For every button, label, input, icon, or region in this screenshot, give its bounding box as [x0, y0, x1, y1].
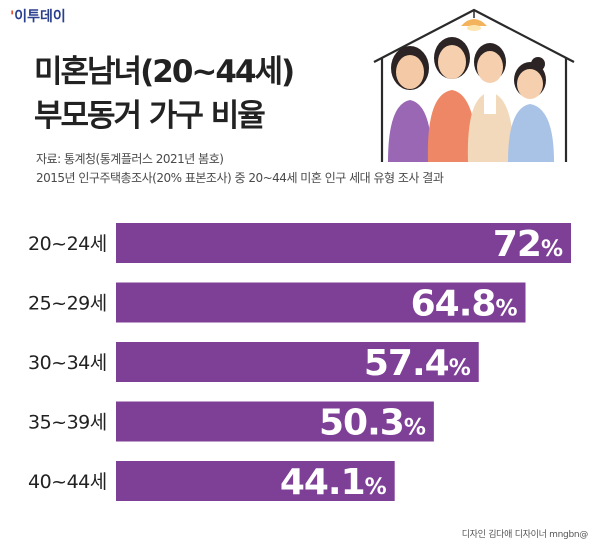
bar [116, 401, 434, 442]
category-label: 35~39세 [28, 412, 107, 434]
bar [116, 461, 395, 501]
category-label: 40~44세 [28, 471, 107, 493]
source-note: 자료: 통계청(통계플러스 2021년 봄호) 2015년 인구주택총조사(20… [36, 150, 444, 188]
logo-mark: ' [10, 9, 15, 25]
brand-logo: '이투데이 [10, 6, 66, 26]
source-line-1: 자료: 통계청(통계플러스 2021년 봄호) [36, 152, 224, 166]
value-label: 50.3% [319, 403, 426, 444]
value-label: 44.1% [280, 462, 387, 503]
category-label: 25~29세 [28, 293, 107, 315]
source-line-2: 2015년 인구주택총조사(20% 표본조사) 중 20~44세 미혼 인구 세… [36, 171, 444, 185]
category-label: 20~24세 [28, 233, 107, 255]
page-title: 미혼남녀(20~44세) 부모동거 가구 비율 [34, 54, 295, 134]
value-label: 72% [493, 224, 563, 265]
value-label: 64.8% [411, 284, 518, 325]
category-label: 30~34세 [28, 352, 107, 374]
designer-credit: 디자인 김다애 디자이너 mngbn@ [461, 530, 589, 540]
logo-text: 이투데이 [14, 9, 66, 25]
bar [116, 342, 479, 382]
family-illustration [373, 8, 575, 162]
value-label: 57.4% [364, 343, 471, 384]
bar [116, 282, 526, 323]
bar [116, 223, 571, 263]
